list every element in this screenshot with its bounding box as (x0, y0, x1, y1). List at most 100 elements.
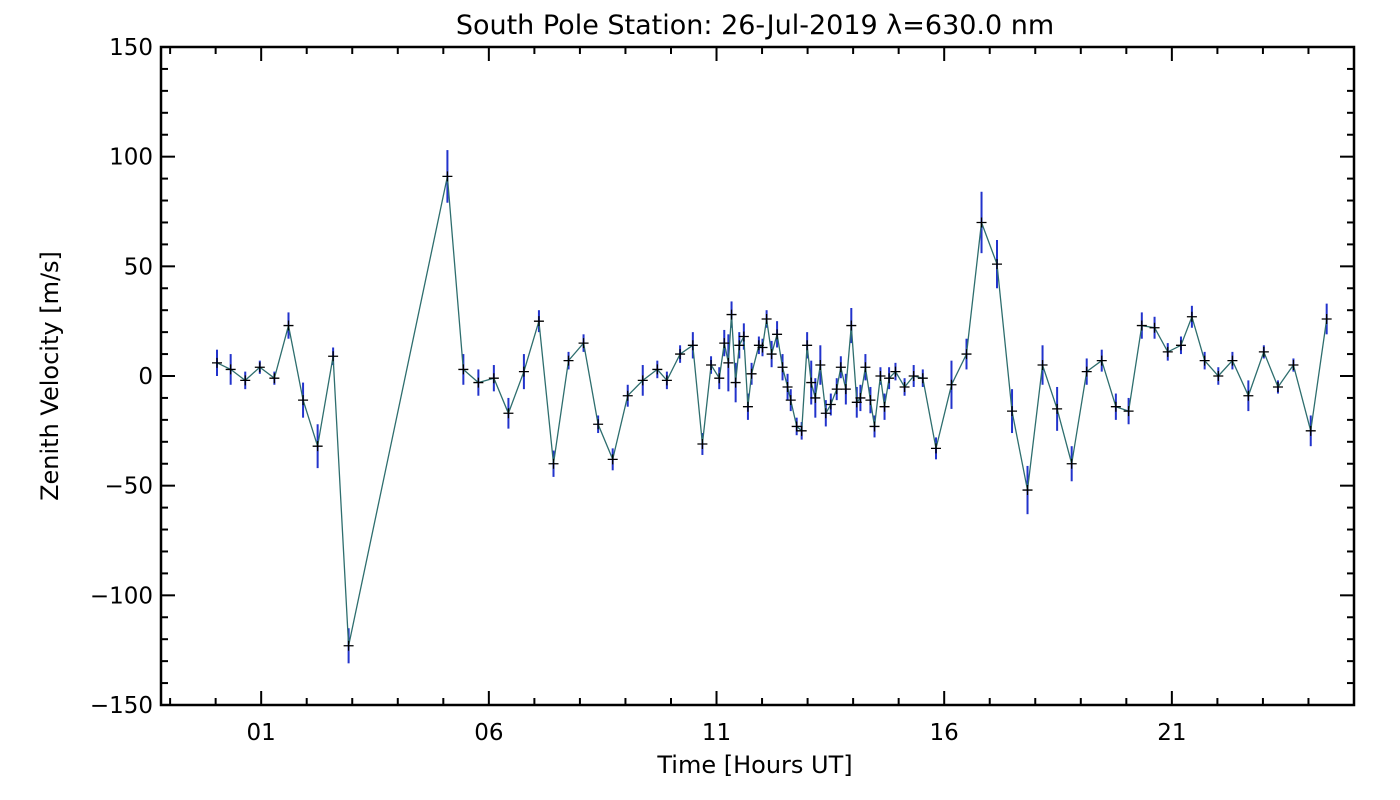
data-point-marker (796, 425, 807, 436)
series-line (216, 176, 1328, 646)
data-point-marker (840, 384, 851, 395)
y-tick-label: 0 (138, 364, 153, 390)
x-tick-label: 06 (474, 720, 503, 746)
data-point-marker (1052, 403, 1063, 414)
y-tick-label: 100 (109, 145, 153, 171)
data-point-marker (675, 349, 686, 360)
plot-area: −150 −100 −50 0 50 100 150 01 06 11 16 21 (90, 35, 1356, 746)
data-point-marker (1321, 313, 1332, 324)
data-point-marker (1096, 355, 1107, 366)
data-point-marker (777, 362, 788, 373)
data-point-marker (1066, 458, 1077, 469)
data-point-marker (1175, 340, 1186, 351)
data-point-marker (1243, 390, 1254, 401)
data-point-marker (820, 408, 831, 419)
data-point-marker (488, 373, 499, 384)
data-point-marker (855, 392, 866, 403)
data-point-marker (328, 351, 339, 362)
data-point-marker (1022, 485, 1033, 496)
data-point-marker (283, 320, 294, 331)
data-point-marker (548, 458, 559, 469)
data-point-marker (1199, 355, 1210, 366)
data-point-marker (730, 377, 741, 388)
data-point-marker (1272, 381, 1283, 392)
data-point-marker (879, 401, 890, 412)
data-point-marker (961, 349, 972, 360)
data-point-marker (312, 441, 323, 452)
data-point-marker (637, 375, 648, 386)
data-point-marker (992, 259, 1003, 270)
y-tick-label: 50 (124, 254, 153, 280)
x-tick-label: 16 (930, 720, 959, 746)
data-point-marker (875, 371, 886, 381)
y-tick-label: −100 (90, 583, 153, 609)
data-point-marker (442, 171, 453, 182)
data-point-marker (782, 381, 793, 392)
data-point-marker (810, 392, 821, 403)
data-point-marker (1136, 320, 1147, 331)
data-point-marker (890, 366, 901, 377)
data-point-marker (865, 395, 876, 406)
data-point-marker (746, 368, 757, 379)
data-point-marker (802, 340, 813, 351)
data-point-marker (458, 364, 469, 375)
y-tick-label: −150 (90, 693, 153, 719)
data-point-marker (846, 320, 857, 331)
data-point-marker (946, 379, 957, 390)
data-point-marker (734, 340, 745, 351)
data-point-marker (1258, 346, 1269, 357)
data-point-marker (661, 375, 672, 386)
data-point-marker (578, 338, 589, 349)
data-point-marker (706, 360, 717, 371)
data-point-marker (785, 395, 796, 406)
data-point-marker (726, 309, 737, 320)
data-point-marker (473, 377, 484, 388)
data-point-marker (976, 217, 987, 228)
data-point-marker (766, 349, 777, 360)
x-axis-label: Time [Hours UT] (656, 751, 852, 779)
data-point-marker (1288, 360, 1299, 371)
data-point-marker (697, 438, 708, 449)
data-point-marker (652, 364, 663, 375)
data-point-marker (518, 366, 529, 377)
data-point-marker (831, 384, 842, 395)
data-point-marker (835, 362, 846, 373)
data-point-marker (772, 329, 783, 340)
plot-frame (159, 45, 1356, 707)
data-point-marker (533, 316, 544, 327)
data-point-marker (607, 454, 618, 465)
data-point-marker (1007, 406, 1018, 417)
data-point-marker (1081, 366, 1092, 377)
y-tick-label: 150 (109, 35, 153, 61)
data-point-marker (298, 395, 309, 406)
data-point-marker (1305, 425, 1316, 436)
data-point-marker (757, 342, 768, 353)
data-point-marker (1110, 401, 1121, 412)
data-point-marker (723, 357, 734, 368)
data-point-marker (503, 408, 514, 419)
data-point-marker (593, 419, 604, 430)
data-point-marker (1037, 360, 1048, 371)
data-point-marker (1149, 322, 1160, 333)
x-tick-label: 01 (247, 720, 276, 746)
y-tick-label: −50 (104, 474, 153, 500)
data-point-marker (622, 390, 633, 401)
x-axis: 01 06 11 16 21 (169, 47, 1310, 746)
data-point-marker (908, 371, 919, 381)
data-point-marker (269, 373, 280, 384)
data-point-marker (240, 375, 251, 386)
data-point-marker (869, 421, 880, 432)
data-point-marker (930, 443, 941, 454)
data-point-marker (254, 362, 265, 373)
data-point-marker (1186, 311, 1197, 322)
data-point-marker (884, 373, 895, 384)
data-point-marker (1213, 371, 1224, 381)
data-point-marker (687, 340, 698, 351)
data-point-marker (738, 331, 749, 342)
x-tick-label: 21 (1157, 720, 1186, 746)
data-point-marker (761, 313, 772, 324)
data-point-marker (825, 399, 836, 410)
data-point-marker (1123, 406, 1134, 417)
data-series (212, 150, 1332, 664)
